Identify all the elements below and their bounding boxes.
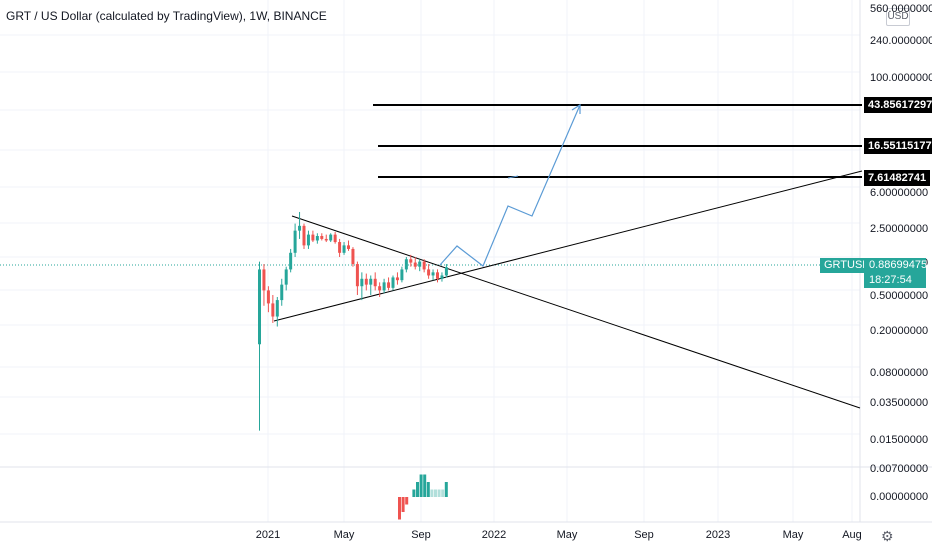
candle-body — [329, 234, 333, 241]
indicator-scale-label: 0.00000000 — [870, 491, 929, 503]
candle-body — [404, 259, 408, 270]
time-axis-label: 2021 — [255, 529, 281, 541]
histogram-bar — [430, 489, 434, 497]
candle-body — [395, 277, 399, 281]
candle-body — [418, 261, 422, 267]
candle-body — [431, 272, 435, 276]
candle-body — [382, 282, 386, 291]
ascending-trendline — [273, 170, 863, 322]
candle-body — [351, 248, 355, 265]
candle-body — [427, 269, 431, 276]
time-axis-label: May — [556, 529, 578, 541]
time-axis-label: Sep — [634, 529, 654, 541]
candle-body — [444, 267, 448, 276]
candle-body — [324, 238, 328, 241]
histogram-bar — [426, 482, 430, 497]
last-price-value: 0.88699475 — [869, 259, 928, 271]
price-scale-label: 0.03500000 — [870, 397, 929, 409]
price-scale-label: 100.00000000 — [870, 72, 932, 84]
histogram-bar — [405, 497, 409, 505]
candle-body — [440, 275, 444, 279]
projection-path — [439, 104, 581, 267]
time-axis-label: Aug — [842, 529, 862, 541]
price-scale-label: 2.50000000 — [870, 223, 929, 235]
candle-body — [293, 230, 297, 253]
candle-body — [280, 284, 284, 301]
candle-body — [422, 261, 426, 270]
histogram-bar — [419, 474, 423, 497]
candle-body — [409, 259, 413, 263]
candle-body — [333, 234, 337, 243]
candle-body — [258, 269, 261, 345]
candle-body — [271, 303, 275, 317]
candle-series — [258, 211, 448, 431]
histogram-bar — [416, 482, 419, 497]
candle-body — [284, 269, 288, 285]
candle-body — [391, 277, 395, 288]
candle-body — [289, 252, 293, 270]
histogram-bar — [401, 497, 405, 512]
chart-title: GRT / US Dollar (calculated by TradingVi… — [6, 9, 327, 23]
symbol-tag: GRTUSD — [820, 258, 875, 273]
candle-body — [369, 278, 373, 285]
bar-countdown: 18:27:54 — [869, 274, 912, 286]
time-axis-label: 2023 — [705, 529, 731, 541]
currency-selector[interactable]: USD — [886, 8, 910, 26]
candle-body — [400, 269, 404, 281]
level-price-tag: 16.55115177 — [864, 138, 932, 154]
projection-arrowhead — [571, 103, 581, 114]
macd-histogram — [398, 474, 448, 520]
candle-body — [360, 278, 364, 287]
candle-body — [387, 282, 391, 288]
chart-grid — [0, 0, 932, 523]
candle-body — [266, 290, 270, 304]
time-axis-label: Sep — [411, 529, 431, 541]
candle-body — [311, 234, 315, 241]
histogram-bar — [423, 474, 427, 497]
price-scale-label: 0.20000000 — [870, 325, 929, 337]
price-scale-label: 0.08000000 — [870, 367, 929, 379]
candle-body — [306, 234, 310, 246]
candle-body — [320, 236, 324, 239]
time-axis-label: May — [782, 529, 804, 541]
level-price-tag: 43.85617297 — [864, 97, 932, 113]
candle-body — [436, 272, 439, 279]
candle-body — [355, 264, 359, 287]
candle-body — [275, 300, 279, 317]
histogram-bar — [444, 482, 448, 497]
candle-body — [347, 245, 350, 249]
candle-body — [378, 286, 382, 291]
gear-icon[interactable]: ⚙ — [881, 528, 894, 544]
candle-body — [315, 236, 319, 241]
histogram-bar — [412, 489, 416, 497]
price-scale-label: 560.00000000 — [870, 3, 932, 15]
candle-body — [364, 278, 368, 285]
candle-body — [413, 262, 417, 267]
histogram-bar — [434, 489, 437, 497]
candle-body — [262, 269, 266, 291]
time-axis-label: May — [333, 529, 355, 541]
candle-body — [342, 245, 346, 253]
price-scale-label: 0.50000000 — [870, 290, 929, 302]
price-scale-label: 0.01500000 — [870, 434, 929, 446]
price-scale-label: 6.00000000 — [870, 187, 929, 199]
histogram-bar — [441, 489, 445, 497]
descending-trendline — [291, 215, 861, 409]
drawing-tools — [273, 103, 863, 409]
histogram-bar — [437, 489, 441, 497]
last-price-tag: 0.88699475 18:27:54 — [864, 258, 928, 288]
price-scale-label: 0.00700000 — [870, 463, 929, 475]
level-price-tag: 7.61482741 — [864, 170, 931, 186]
candle-body — [302, 225, 306, 246]
candle-body — [298, 225, 302, 231]
histogram-bar — [398, 497, 401, 520]
candle-body — [338, 242, 342, 253]
candle-body — [373, 278, 377, 287]
time-axis-label: 2022 — [481, 529, 507, 541]
projection-segment — [507, 175, 519, 179]
price-scale-label: 240.00000000 — [870, 35, 932, 47]
